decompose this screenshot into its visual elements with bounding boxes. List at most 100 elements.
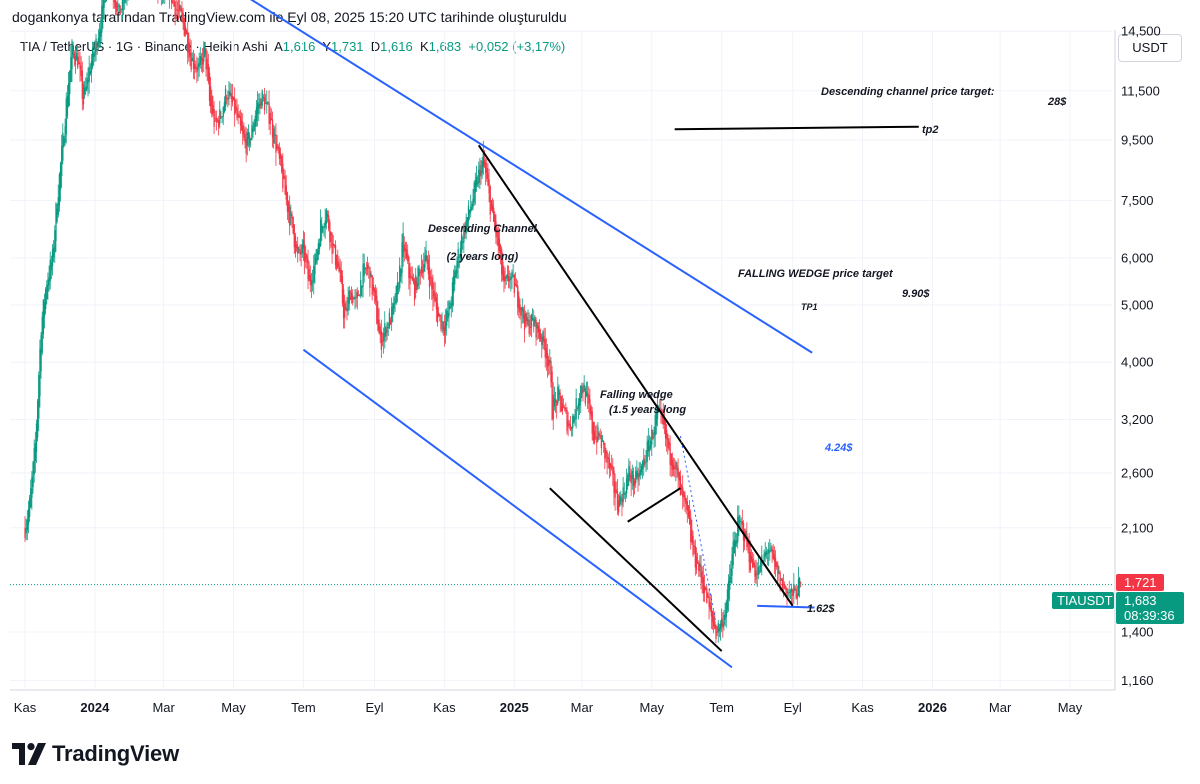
candle-body xyxy=(405,249,408,258)
candle-body xyxy=(309,275,312,285)
price-axis[interactable]: 34,50028,50022,50018,50014,50011,5009,50… xyxy=(1121,0,1161,688)
candle-body xyxy=(702,577,705,594)
candle-body xyxy=(41,316,43,353)
candle-body xyxy=(678,472,680,481)
candle-body xyxy=(708,596,710,608)
candle-body xyxy=(230,93,232,100)
candle-body xyxy=(475,176,478,187)
candle-body xyxy=(81,70,83,99)
candle-body xyxy=(513,275,515,293)
candle-body xyxy=(723,614,725,626)
candle-body xyxy=(219,109,221,124)
candle-body xyxy=(379,326,381,336)
candle-body xyxy=(462,241,464,244)
candle-body xyxy=(533,319,535,327)
candle-body xyxy=(527,319,529,321)
candle-body xyxy=(570,427,573,430)
candle-body xyxy=(465,220,467,234)
candle-body xyxy=(365,268,368,270)
candle-body xyxy=(199,55,202,65)
candle-body xyxy=(399,265,401,289)
x-tick-label: Kas xyxy=(433,700,456,715)
candle-body xyxy=(122,2,125,4)
candle-body xyxy=(430,276,432,278)
candle-body xyxy=(377,309,379,331)
candle-body xyxy=(582,390,584,393)
candle-body xyxy=(483,160,486,166)
candle-body xyxy=(554,399,557,403)
candle-body xyxy=(30,488,32,508)
candle-body xyxy=(355,297,357,299)
x-tick-label: Eyl xyxy=(784,700,802,715)
candle-body xyxy=(596,436,598,443)
candle-body xyxy=(388,312,391,328)
candle-body xyxy=(646,441,648,462)
candle-body xyxy=(653,432,655,438)
x-tick-label: Tem xyxy=(291,700,316,715)
candle-body xyxy=(424,255,426,268)
candle-body xyxy=(276,143,278,149)
candle-body xyxy=(686,500,688,511)
candle-body xyxy=(558,390,560,395)
candle-body xyxy=(504,276,506,282)
candle-body xyxy=(717,623,719,633)
candle-body xyxy=(433,290,435,296)
candle-body xyxy=(636,470,638,478)
candle-body xyxy=(479,164,481,177)
candle-body xyxy=(423,264,425,272)
candle-body xyxy=(730,568,732,584)
candle-body xyxy=(316,249,318,261)
candle-body xyxy=(572,416,574,429)
candle-body xyxy=(782,583,785,585)
candle-body xyxy=(685,498,687,504)
candle-body xyxy=(663,419,666,425)
candle-body xyxy=(659,408,661,410)
candle-body xyxy=(772,550,774,559)
candle-body xyxy=(378,319,380,334)
open-value: 1,616 xyxy=(282,39,316,54)
candle-body xyxy=(331,233,333,255)
candle-body xyxy=(670,453,672,466)
candle-body xyxy=(498,238,501,252)
candle-body xyxy=(732,542,734,565)
candle-body xyxy=(446,310,448,326)
trendlines xyxy=(249,0,919,669)
candle-body xyxy=(544,339,546,358)
candle-body xyxy=(466,217,468,227)
candle-body xyxy=(584,388,587,404)
candle-body xyxy=(338,264,340,271)
candle-body xyxy=(561,403,564,411)
candle-body xyxy=(188,42,190,58)
candle-body xyxy=(39,348,41,396)
time-axis[interactable]: Kas 2024 Mar May Tem Eyl Kas 2025 Mar May Tem Eyl Ka… xyxy=(14,700,1083,715)
candle-body xyxy=(92,47,94,67)
y-tick-label: 14,500 xyxy=(1121,24,1161,39)
candle-body xyxy=(182,12,184,24)
currency-selector[interactable]: USDT xyxy=(1118,34,1182,62)
candle-body xyxy=(66,96,69,116)
tradingview-logo[interactable]: TradingView xyxy=(12,741,179,767)
candle-body xyxy=(648,445,651,452)
candle-body xyxy=(771,548,773,552)
candle-body xyxy=(760,560,762,572)
candle-body xyxy=(660,408,662,412)
candle-body xyxy=(389,320,392,325)
y-tick-label: 9,500 xyxy=(1121,132,1154,147)
candle-body xyxy=(113,0,116,3)
candle-body xyxy=(174,1,176,18)
candle-body xyxy=(777,564,779,581)
candle-body xyxy=(358,295,361,297)
candle-body xyxy=(765,551,768,555)
candle-body xyxy=(540,333,542,340)
candle-body xyxy=(487,173,489,186)
candle-body xyxy=(419,272,422,274)
candle-body xyxy=(342,289,345,319)
wedge-title: Falling wedge xyxy=(600,389,673,401)
candle-body xyxy=(693,545,695,547)
candle-body xyxy=(467,205,470,222)
candle-body xyxy=(322,227,324,229)
candle-body xyxy=(688,511,691,524)
candle-body xyxy=(348,290,350,304)
candle-body xyxy=(88,66,90,82)
